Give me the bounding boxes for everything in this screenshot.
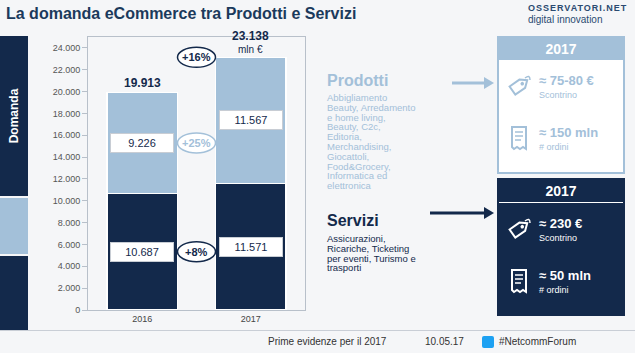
svg-text:12.000: 12.000 <box>53 174 81 184</box>
html-text:Assicurazioni,: Assicurazioni, <box>327 233 386 244</box>
svg-text:2017: 2017 <box>241 314 261 324</box>
html-text:per eventi, Turismo e: per eventi, Turismo e <box>327 252 416 264</box>
svg-text:10.687: 10.687 <box>125 246 159 258</box>
html-text:La domanda eCommerce tra Prodo: La domanda eCommerce tra Prodotti e Serv… <box>6 5 357 22</box>
html-text:Domanda: Domanda <box>7 88 21 144</box>
html-text:Abbigliamento: Abbigliamento <box>327 92 388 103</box>
svg-text:9.226: 9.226 <box>128 137 156 149</box>
svg-text:22.000: 22.000 <box>53 65 81 75</box>
html-text:≈ 230 €: ≈ 230 € <box>539 215 583 231</box>
svg-text:20.000: 20.000 <box>53 87 81 97</box>
html-text:Servizi: Servizi <box>327 212 379 229</box>
html-text:Scontrino: Scontrino <box>539 232 577 243</box>
svg-text:4.000: 4.000 <box>58 261 81 271</box>
html-text:Giocattoli,: Giocattoli, <box>327 150 370 162</box>
svg-text:10.000: 10.000 <box>53 196 81 206</box>
svg-text:6.000: 6.000 <box>58 240 81 250</box>
html-text:2017: 2017 <box>545 41 577 57</box>
html-text:Scontrino: Scontrino <box>539 89 577 100</box>
html-text:#NetcommForum: #NetcommForum <box>499 336 577 347</box>
html-text:Beauty, C2c,: Beauty, C2c, <box>327 121 381 133</box>
svg-text:2.000: 2.000 <box>58 283 81 293</box>
svg-text:0: 0 <box>75 305 80 315</box>
svg-text:8.000: 8.000 <box>58 218 81 228</box>
html-text:Prime evidenze per il 2017: Prime evidenze per il 2017 <box>268 336 387 347</box>
html-text:Informatica ed: Informatica ed <box>327 170 388 182</box>
html-text:digital innovation: digital innovation <box>528 14 603 25</box>
html-text:10.05.17: 10.05.17 <box>425 336 464 347</box>
html-text:# ordini: # ordini <box>539 284 569 295</box>
html-text:Prodotti: Prodotti <box>327 72 389 89</box>
html-text:Beauty, Arredamento: Beauty, Arredamento <box>327 101 416 113</box>
svg-text:+25%: +25% <box>182 137 211 149</box>
html-text:Ricariche, Ticketing: Ricariche, Ticketing <box>327 242 410 254</box>
svg-text:2016: 2016 <box>132 314 152 324</box>
svg-text:16.000: 16.000 <box>53 130 81 140</box>
html-text:elettronica: elettronica <box>327 180 371 192</box>
svg-text:+8%: +8% <box>185 246 208 258</box>
html-text:≈ 150 mln: ≈ 150 mln <box>539 124 599 140</box>
html-text:Editoria,: Editoria, <box>327 131 362 143</box>
html-text:trasporti: trasporti <box>327 262 362 274</box>
html-text:≈ 50 mln: ≈ 50 mln <box>539 267 591 283</box>
svg-text:19.913: 19.913 <box>124 76 161 90</box>
html-text:e home living,: e home living, <box>327 111 386 123</box>
html-text:Food&Grocery,: Food&Grocery, <box>327 160 391 172</box>
svg-text:11.571: 11.571 <box>235 241 268 253</box>
html-text:2017: 2017 <box>545 183 577 199</box>
svg-text:14.000: 14.000 <box>53 152 81 162</box>
html-text:# ordini: # ordini <box>539 141 569 152</box>
html-text:OSSERVATORI.NET: OSSERVATORI.NET <box>528 3 628 13</box>
html-text:≈ 75-80 €: ≈ 75-80 € <box>539 72 594 88</box>
svg-text:23.138: 23.138 <box>232 29 269 43</box>
svg-text:11.567: 11.567 <box>235 114 268 126</box>
html-text:Merchandising,: Merchandising, <box>327 141 392 152</box>
svg-text:24.000: 24.000 <box>53 43 81 53</box>
svg-text:mln €: mln € <box>238 44 263 55</box>
svg-text:+16%: +16% <box>182 51 211 63</box>
svg-text:18.000: 18.000 <box>53 109 81 119</box>
